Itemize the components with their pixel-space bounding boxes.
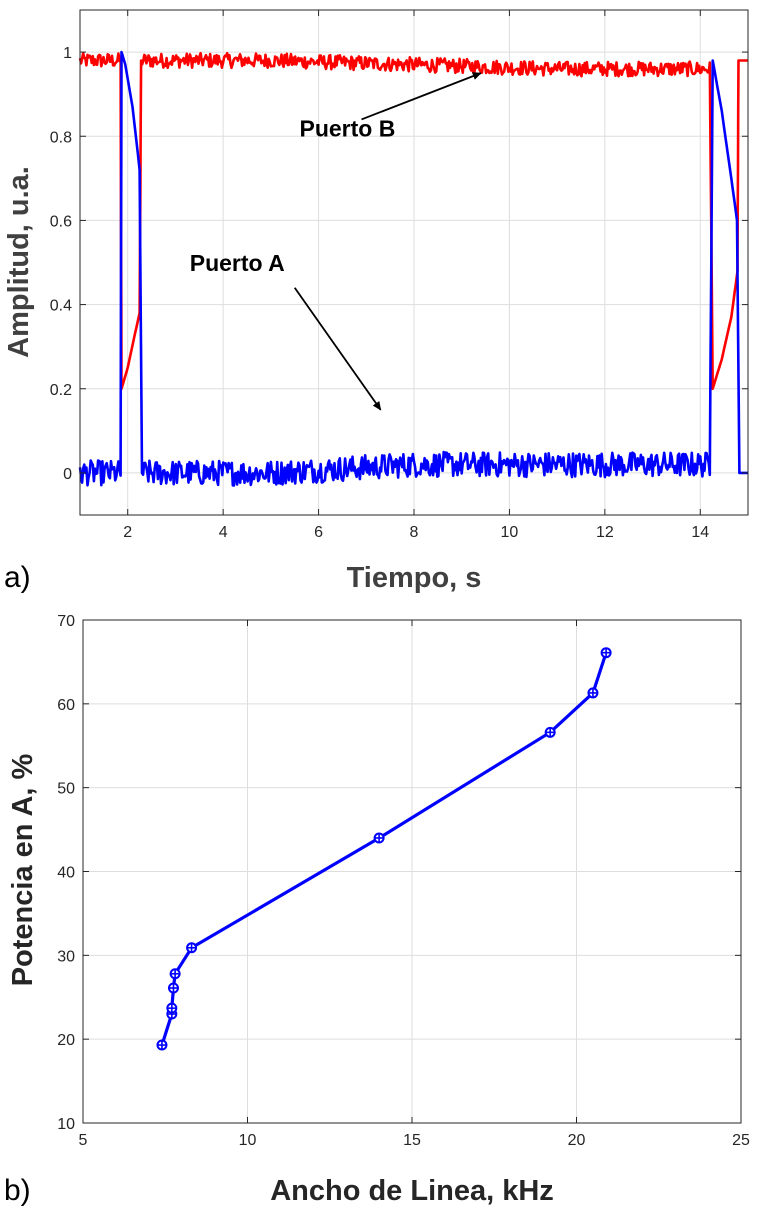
y-tick-label: 0 [63,466,72,483]
annotation-arrow [293,287,382,411]
annotation-label: Puerto B [299,115,395,141]
chart-a-panel-label: a) [4,561,31,594]
y-tick-label: 10 [57,1116,75,1133]
x-tick-label: 10 [239,1132,257,1149]
x-tick-label: 4 [219,524,228,541]
y-tick-label: 30 [57,948,75,965]
series-puerto-a-line [78,50,748,487]
data-point [373,832,385,844]
x-tick-label: 5 [79,1132,88,1149]
y-tick-label: 70 [57,613,75,630]
y-tick-label: 50 [57,781,75,798]
chart-b-panel-label: b) [4,1174,31,1207]
y-tick-label: 40 [57,865,75,882]
y-tick-label: 20 [57,1032,75,1049]
y-tick-label: 60 [57,697,75,714]
series-puerto-b-line [78,51,748,391]
chart-a-series [78,50,748,487]
chart-b-grid [82,619,742,1124]
annotation-label: Puerto A [190,250,285,276]
data-point [587,687,599,699]
x-tick-label: 15 [403,1132,421,1149]
x-tick-label: 8 [410,524,419,541]
chart-b-xlabel: Ancho de Linea, kHz [270,1175,554,1207]
chart-a-grid [80,10,748,515]
x-tick-label: 12 [596,524,614,541]
chart-a-annotations: Puerto B Puerto A [190,72,482,411]
chart-b-ylabel: Potencia en A, % [7,753,39,986]
data-point [544,726,556,738]
chart-a-ylabel: Amplitud, u.a. [3,166,35,358]
x-tick-label: 14 [691,524,709,541]
chart-a-xlabel: Tiempo, s [347,562,482,594]
data-point [167,982,179,994]
series-line [160,652,608,1046]
data-point [600,647,612,659]
data-point [166,1002,178,1014]
annotation-arrow [361,72,482,121]
x-tick-label: 20 [568,1132,586,1149]
x-tick-label: 25 [732,1132,750,1149]
chart-a-ticks: 2 4 6 8 10 12 14 0 0.2 0.4 0.6 0.8 1 [50,10,748,541]
data-point [186,942,198,954]
x-tick-label: 2 [123,524,132,541]
data-point [169,968,181,980]
y-tick-label: 0.4 [50,298,72,315]
chart-b-series [156,647,612,1051]
x-tick-label: 10 [501,524,519,541]
y-tick-label: 0.8 [50,129,72,146]
y-tick-label: 1 [63,45,72,62]
x-tick-label: 6 [314,524,323,541]
y-tick-label: 0.6 [50,213,72,230]
data-point [156,1039,168,1051]
y-tick-label: 0.2 [50,382,72,399]
